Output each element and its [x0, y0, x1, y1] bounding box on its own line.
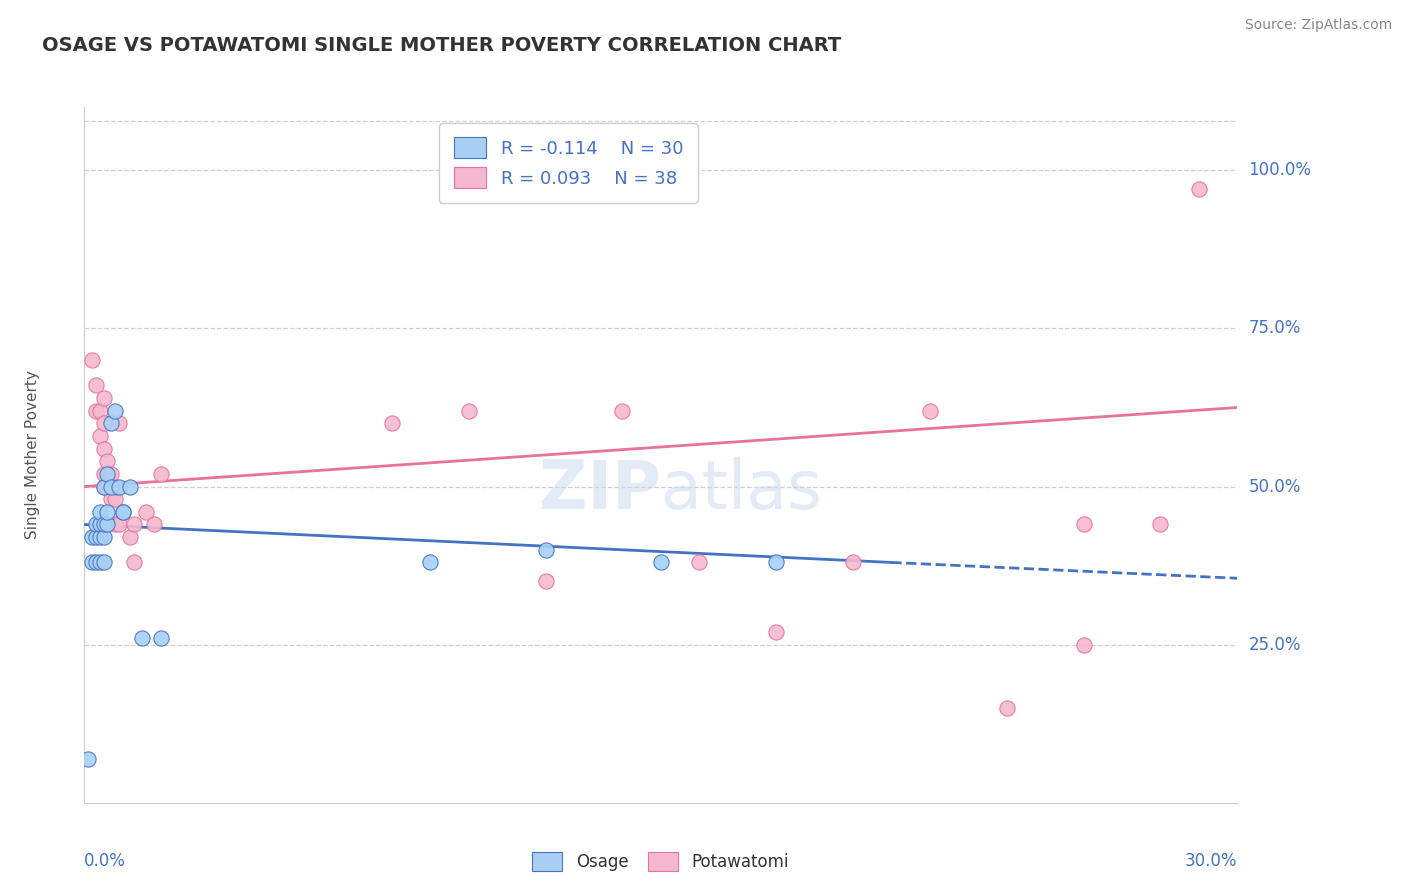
Text: 25.0%: 25.0% — [1249, 636, 1301, 654]
Point — [108, 517, 131, 532]
Text: ZIP: ZIP — [538, 457, 661, 523]
Text: OSAGE VS POTAWATOMI SINGLE MOTHER POVERTY CORRELATION CHART: OSAGE VS POTAWATOMI SINGLE MOTHER POVERT… — [42, 36, 841, 54]
Point — [111, 505, 134, 519]
Point — [93, 442, 115, 456]
Point — [534, 574, 557, 589]
Point — [93, 467, 115, 481]
Point — [96, 454, 118, 468]
Point — [84, 517, 107, 532]
Point — [108, 417, 131, 431]
Point — [111, 505, 134, 519]
Point — [93, 391, 115, 405]
Point — [84, 530, 107, 544]
Point — [96, 479, 118, 493]
Point — [120, 479, 142, 493]
Point — [89, 517, 111, 532]
Point — [93, 517, 115, 532]
Point — [534, 542, 557, 557]
Point — [93, 530, 115, 544]
Point — [457, 403, 479, 417]
Point — [96, 517, 118, 532]
Point — [104, 517, 127, 532]
Point — [765, 556, 787, 570]
Point — [100, 479, 122, 493]
Point — [650, 556, 672, 570]
Point — [419, 556, 441, 570]
Point — [104, 403, 127, 417]
Point — [93, 417, 115, 431]
Point — [381, 417, 404, 431]
Point — [124, 556, 146, 570]
Point — [89, 403, 111, 417]
Point — [150, 467, 173, 481]
Point — [100, 467, 122, 481]
Point — [89, 505, 111, 519]
Point — [150, 632, 173, 646]
Point — [84, 556, 107, 570]
Point — [96, 505, 118, 519]
Point — [612, 403, 634, 417]
Point — [918, 403, 941, 417]
Point — [135, 505, 157, 519]
Point — [89, 530, 111, 544]
Point — [93, 479, 115, 493]
Point — [1073, 517, 1095, 532]
Point — [84, 378, 107, 392]
Point — [93, 479, 115, 493]
Text: atlas: atlas — [661, 457, 821, 523]
Point — [104, 492, 127, 507]
Point — [89, 429, 111, 443]
Point — [1073, 638, 1095, 652]
Point — [688, 556, 710, 570]
Point — [80, 530, 103, 544]
Point — [89, 556, 111, 570]
Legend: Osage, Potawatomi: Osage, Potawatomi — [526, 846, 796, 878]
Text: 50.0%: 50.0% — [1249, 477, 1301, 496]
Point — [108, 479, 131, 493]
Text: 75.0%: 75.0% — [1249, 319, 1301, 337]
Text: 0.0%: 0.0% — [84, 852, 127, 870]
Point — [1149, 517, 1171, 532]
Point — [100, 492, 122, 507]
Point — [124, 517, 146, 532]
Point — [77, 751, 100, 765]
Point — [131, 632, 153, 646]
Text: Source: ZipAtlas.com: Source: ZipAtlas.com — [1244, 18, 1392, 32]
Text: Single Mother Poverty: Single Mother Poverty — [25, 370, 39, 540]
Point — [142, 517, 165, 532]
Text: 100.0%: 100.0% — [1249, 161, 1312, 179]
Point — [1188, 182, 1211, 196]
Point — [842, 556, 865, 570]
Point — [80, 353, 103, 368]
Point — [84, 403, 107, 417]
Point — [96, 467, 118, 481]
Point — [100, 417, 122, 431]
Point — [995, 701, 1018, 715]
Point — [765, 625, 787, 640]
Point — [104, 479, 127, 493]
Point — [120, 530, 142, 544]
Point — [93, 556, 115, 570]
Point — [80, 556, 103, 570]
Text: 30.0%: 30.0% — [1185, 852, 1237, 870]
